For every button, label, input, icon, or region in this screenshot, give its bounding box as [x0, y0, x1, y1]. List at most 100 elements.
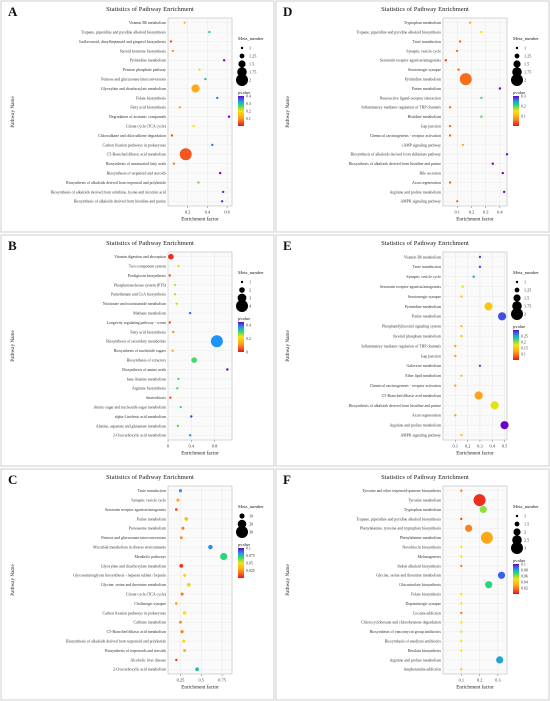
- data-point: [460, 611, 463, 615]
- data-point: [460, 630, 463, 633]
- x-tick-label: 0.2: [465, 444, 471, 449]
- x-tick-label: 0.2: [469, 210, 475, 215]
- category-label: Alanine, aspartate and glutamate metabol…: [96, 424, 166, 429]
- data-point: [461, 143, 465, 147]
- data-point: [501, 171, 504, 175]
- pvalue-tick-label: 0.075: [246, 554, 255, 558]
- pvalue-legend-title: pvalue: [513, 324, 525, 329]
- pvalue-legend-title: pvalue: [238, 316, 250, 321]
- category-label: Pyrimidine metabolism: [405, 305, 441, 309]
- category-label: Pyrimidine metabolism: [130, 59, 166, 63]
- category-label: Biosynthesis of alkaloids derived from h…: [349, 404, 441, 408]
- category-label: Biosynthesis of alkaloids derived from o…: [51, 190, 166, 195]
- data-point: [178, 106, 182, 109]
- size-legend-label: 1.25: [524, 288, 531, 293]
- size-legend-dot: [514, 521, 520, 527]
- category-label: Nicotinate and nicotinamide metabolism: [103, 302, 166, 306]
- category-label: Degradation of aromatic compounds: [109, 115, 166, 119]
- category-label: Proteasome metabolism: [129, 527, 166, 531]
- size-legend-dot: [511, 308, 523, 320]
- data-point: [168, 274, 171, 277]
- data-point: [178, 489, 183, 493]
- category-label: Biosynthesis of alkaloids derived from h…: [349, 162, 441, 166]
- data-point: [448, 106, 452, 109]
- category-label: Glyoxylate and dicarboxylate metabolism: [101, 87, 166, 91]
- category-label: 2-Oxocarboxylic acid metabolism: [113, 668, 166, 672]
- size-legend-dot: [236, 526, 248, 538]
- category-label: Glycine, serine and threonine metabolism: [376, 574, 441, 579]
- chart-svg: C Statistics of Pathway Enrichment 0.25 0.5…: [0, 468, 275, 701]
- panel-c: C Statistics of Pathway Enrichment 0.25 0.5…: [0, 468, 275, 701]
- category-label: Prodigiosin biosynthesis: [128, 274, 167, 278]
- category-label: cAMP signaling pathway: [402, 143, 441, 147]
- data-point: [456, 49, 459, 53]
- size-legend-dot: [512, 67, 522, 77]
- category-label: Isoflavonoid, diarylheptanoid and ginger…: [79, 40, 166, 45]
- category-label: Pentose and glucuronate interconversions: [101, 536, 166, 540]
- pvalue-tick-label: 0.1: [521, 352, 526, 356]
- data-point: [460, 602, 463, 605]
- data-point: [491, 162, 494, 165]
- x-tick-label: 0.5: [198, 678, 204, 683]
- data-point: [197, 181, 200, 184]
- category-label: Arginine biosynthesis: [132, 387, 166, 391]
- data-point: [480, 115, 483, 118]
- data-point: [169, 40, 173, 43]
- data-point: [226, 368, 229, 371]
- category-label: Amino sugar and nucleotide sugar metabol…: [93, 406, 166, 410]
- x-tick-label: 0.1: [454, 210, 460, 215]
- size-legend-title: Meta_number: [238, 270, 264, 275]
- data-point: [175, 658, 178, 662]
- plot-area: [442, 485, 508, 675]
- size-legend-dot: [513, 294, 521, 302]
- pvalue-tick-label: 0.05: [246, 561, 253, 565]
- pvalue-colorbar: [513, 564, 519, 594]
- category-label: AMPK signaling pathway: [400, 433, 441, 437]
- category-label: Dopaminergic synapse: [406, 602, 442, 606]
- data-point: [459, 73, 472, 86]
- size-legend-title: Meta_number: [238, 36, 264, 41]
- data-point: [179, 620, 182, 624]
- category-label: Neuroactive ligand-receptor interaction: [380, 96, 441, 100]
- category-label: Inflammatory mediator regulation of TRP …: [361, 344, 441, 348]
- category-label: Amphetamine addiction: [404, 668, 442, 672]
- pvalue-legend-title: pvalue: [238, 542, 250, 547]
- x-axis-label: Enrichment factor: [456, 684, 494, 691]
- category-label: Biosynthesis of alkaloids derived from t…: [66, 640, 166, 644]
- data-point: [479, 505, 487, 514]
- category-label: Citrate cycle (TCA cycle): [126, 593, 167, 597]
- pvalue-tick-label: 0.06: [521, 574, 528, 578]
- category-label: Purine metabolism: [412, 87, 441, 91]
- category-label: Tropane, piperidine and pyridine alkaloi…: [81, 31, 166, 36]
- x-tick-label: 0: [167, 444, 170, 449]
- category-label: Methane metabolism: [133, 312, 166, 316]
- data-point: [460, 639, 463, 643]
- category-label: Cholinergic synapse: [134, 602, 166, 606]
- size-legend-label: 1: [249, 280, 251, 285]
- category-label: Biosynthesis of amino acids: [122, 368, 166, 372]
- size-legend-dot: [236, 300, 248, 312]
- x-tick-label: 0.1: [453, 444, 459, 449]
- data-point: [497, 571, 506, 579]
- category-label: Axon regeneration: [412, 414, 441, 418]
- pvalue-tick-label: 0.3: [521, 94, 526, 98]
- category-label: Biosynthesis of unsaturated fatty acids: [106, 162, 167, 166]
- category-label: Vitamin digestion and absorption: [114, 255, 166, 259]
- pvalue-legend-title: pvalue: [238, 90, 250, 95]
- data-point: [172, 330, 175, 334]
- category-label: Tropane, piperidine and pyridine alkaloi…: [356, 517, 441, 522]
- size-legend-dot: [515, 514, 519, 518]
- data-point: [456, 200, 459, 203]
- pvalue-tick-label: 0.1: [521, 114, 526, 118]
- data-point: [175, 302, 178, 305]
- data-point: [204, 77, 207, 81]
- size-legend-dot: [513, 60, 521, 68]
- data-point: [172, 162, 176, 165]
- size-legend-dot: [512, 301, 522, 311]
- x-tick-label: 0.4: [205, 210, 211, 215]
- category-label: Biosynthesis of terpenoids and steroids: [105, 649, 166, 653]
- data-point: [457, 68, 460, 71]
- category-label: Longevity regulating pathway - worm: [107, 321, 166, 325]
- data-point: [176, 498, 180, 502]
